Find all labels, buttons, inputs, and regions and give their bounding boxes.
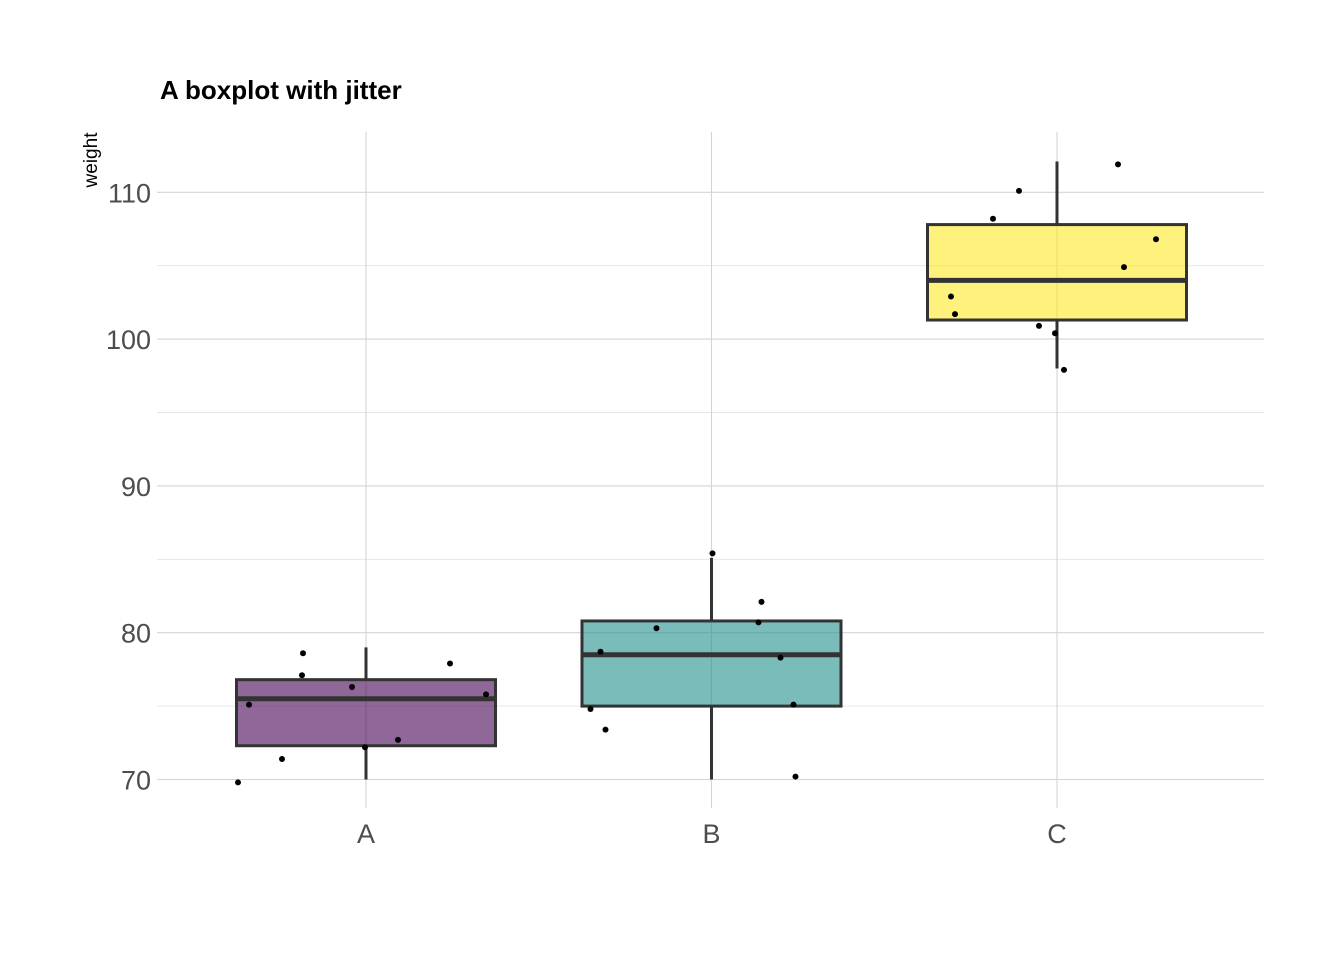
data-point [246, 701, 252, 708]
data-point [952, 311, 958, 318]
data-point [777, 654, 784, 661]
box-layer [235, 161, 1188, 780]
data-point [279, 755, 285, 762]
data-point [709, 550, 716, 557]
data-point [1036, 322, 1042, 329]
data-point [1052, 330, 1058, 337]
point-layer [235, 161, 1159, 786]
axis-layer: 70 80 90 100 110 A B C [106, 178, 1067, 849]
data-point [990, 215, 996, 222]
y-tick-label: 80 [121, 619, 151, 649]
chart-title: A boxplot with jitter [160, 75, 402, 105]
data-point [349, 684, 355, 691]
y-axis-label: weight [81, 132, 102, 189]
data-point [299, 672, 305, 679]
data-point [758, 598, 765, 605]
box-B [580, 619, 843, 708]
data-point [395, 736, 401, 743]
data-point [653, 625, 660, 632]
data-point [602, 726, 609, 733]
y-tick-label: 70 [121, 766, 151, 796]
box-A [235, 678, 497, 748]
data-point [1016, 187, 1022, 194]
data-point [755, 619, 762, 626]
data-point [790, 701, 797, 708]
data-point [948, 293, 954, 300]
y-tick-label: 110 [108, 178, 151, 208]
data-point [235, 779, 241, 786]
data-point [1121, 264, 1127, 271]
data-point [483, 691, 489, 698]
data-point [300, 650, 306, 657]
x-tick-label: C [1047, 819, 1067, 849]
x-tick-label: B [702, 819, 720, 849]
y-tick-label: 90 [121, 472, 151, 502]
data-point [792, 773, 799, 780]
data-point [1153, 236, 1159, 243]
data-point [597, 648, 604, 655]
box-C [926, 223, 1188, 322]
data-point [362, 744, 368, 751]
data-point [1115, 161, 1121, 168]
y-tick-label: 100 [106, 325, 151, 355]
x-tick-label: A [357, 819, 375, 849]
data-point [447, 660, 453, 667]
data-point [587, 706, 594, 713]
data-point [1061, 366, 1067, 373]
